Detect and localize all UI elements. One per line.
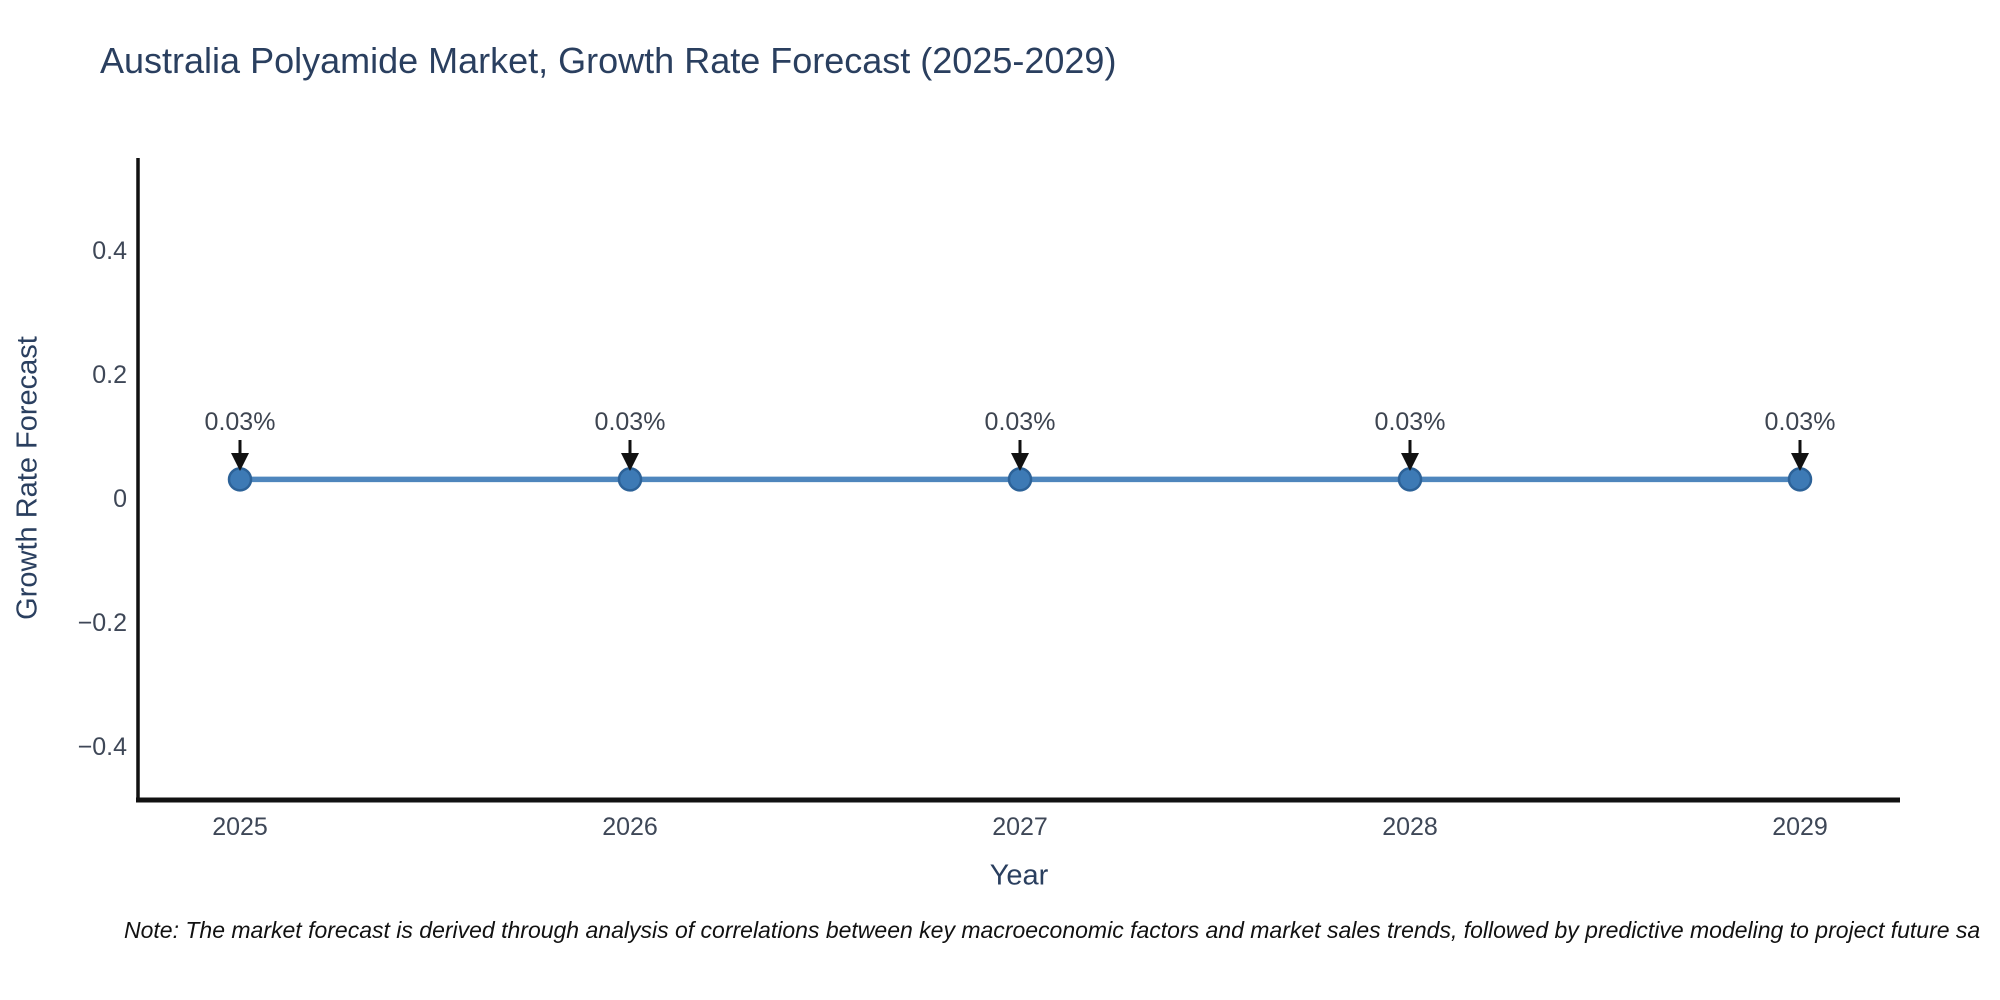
annotation-arrowhead — [1401, 453, 1419, 471]
chart-title: Australia Polyamide Market, Growth Rate … — [100, 40, 1117, 81]
y-tick-label: 0.2 — [92, 361, 127, 389]
y-tick-label: 0 — [113, 485, 127, 513]
x-tick-label: 2025 — [212, 813, 268, 841]
data-point-marker — [617, 467, 643, 492]
footnote: Note: The market forecast is derived thr… — [124, 917, 1981, 943]
data-point-marker — [227, 467, 253, 492]
x-tick-label: 2028 — [1382, 813, 1438, 841]
y-tick-label: −0.2 — [78, 609, 127, 637]
y-tick-label: 0.4 — [92, 237, 127, 265]
annotation-arrowhead — [621, 453, 639, 471]
x-tick-label: 2027 — [992, 813, 1048, 841]
data-point-label: 0.03% — [985, 408, 1056, 436]
data-point-label: 0.03% — [1765, 408, 1836, 436]
x-tick-label: 2026 — [602, 813, 658, 841]
annotation-arrowhead — [231, 453, 249, 471]
data-point-marker — [1007, 467, 1033, 492]
data-point-marker — [1787, 467, 1813, 492]
annotation-arrowhead — [1011, 453, 1029, 471]
annotation-arrowhead — [1791, 453, 1809, 471]
y-tick-label: −0.4 — [78, 733, 127, 761]
x-axis-title: Year — [989, 859, 1049, 892]
data-point-marker — [1397, 467, 1423, 492]
data-point-label: 0.03% — [595, 408, 666, 436]
data-point-label: 0.03% — [1375, 408, 1446, 436]
data-point-label: 0.03% — [205, 408, 276, 436]
x-tick-label: 2029 — [1772, 813, 1828, 841]
